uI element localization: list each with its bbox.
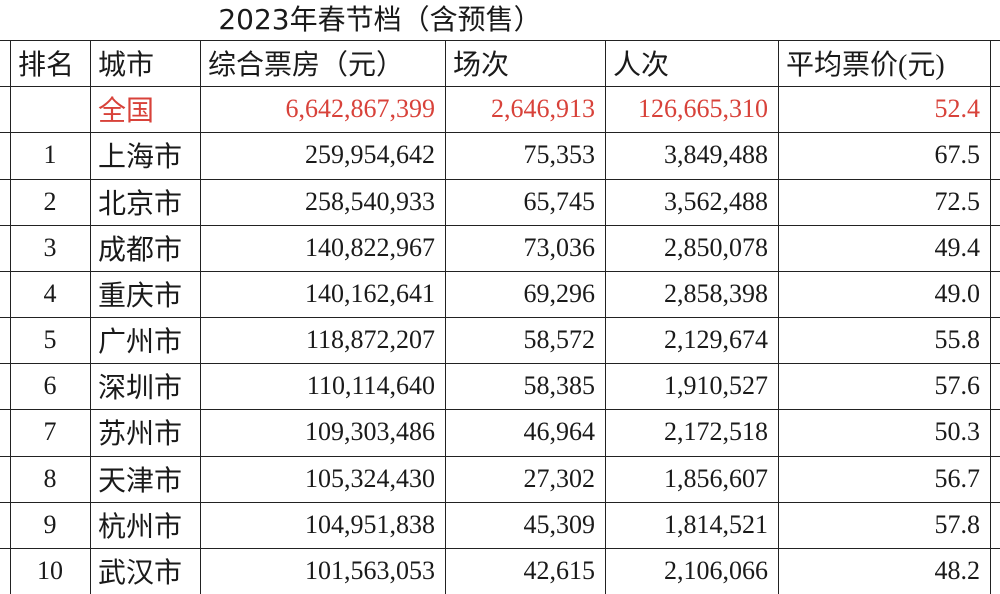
rank-cell: 3 [43, 232, 57, 262]
value-cell: 118,872,207 [305, 325, 435, 355]
value-cell: 75,353 [523, 140, 596, 170]
title: 2023年春节档（含预售） [218, 3, 542, 36]
column-border [445, 40, 446, 594]
city-cell: 北京市 [98, 188, 183, 220]
row-border [0, 455, 1000, 457]
city-cell: 上海市 [98, 142, 183, 174]
value-cell: 55.8 [934, 325, 981, 355]
city-cell: 天津市 [98, 465, 183, 497]
value-cell: 2,850,078 [664, 232, 768, 262]
rank-cell: 4 [43, 278, 57, 308]
value-cell: 2,106,066 [664, 555, 768, 585]
value-cell: 3,849,488 [664, 140, 768, 170]
value-cell: 2,129,674 [664, 325, 768, 355]
value-cell: 46,964 [523, 417, 596, 447]
city-cell: 武汉市 [98, 557, 183, 589]
rank-cell: 5 [43, 325, 57, 355]
national-value: 6,642,867,399 [285, 94, 436, 124]
value-cell: 48.2 [934, 555, 981, 585]
value-cell: 258,540,933 [305, 186, 435, 216]
city-cell: 苏州市 [98, 419, 183, 451]
value-cell: 73,036 [523, 232, 596, 262]
value-cell: 105,324,430 [305, 463, 435, 493]
national-value: 2,646,913 [491, 94, 595, 124]
city-cell: 广州市 [98, 327, 183, 359]
value-cell: 72.5 [934, 186, 981, 216]
column-border [10, 40, 11, 594]
value-cell: 69,296 [523, 278, 596, 308]
value-cell: 1,910,527 [664, 371, 768, 401]
row-border [0, 270, 1000, 272]
row-border [0, 178, 1000, 180]
value-cell: 42,615 [523, 555, 596, 585]
row-border [0, 224, 1000, 226]
value-cell: 58,572 [523, 325, 596, 355]
value-cell: 57.6 [934, 371, 981, 401]
row-border [0, 409, 1000, 411]
rank-cell: 2 [43, 186, 57, 216]
header-cell: 人次 [613, 50, 670, 82]
value-cell: 45,309 [523, 509, 596, 539]
national-value: 52.4 [934, 94, 981, 124]
value-cell: 65,745 [523, 186, 596, 216]
column-border [605, 40, 606, 594]
value-cell: 1,856,607 [664, 463, 768, 493]
rank-cell: 9 [43, 509, 57, 539]
header-cell: 场次 [453, 50, 510, 82]
row-border [0, 40, 1000, 41]
value-cell: 2,858,398 [664, 278, 768, 308]
value-cell: 1,814,521 [664, 509, 768, 539]
value-cell: 49.4 [934, 232, 981, 262]
value-cell: 57.8 [934, 509, 981, 539]
value-cell: 2,172,518 [664, 417, 768, 447]
column-border [990, 40, 991, 594]
national-value: 126,665,310 [638, 94, 768, 124]
city-cell: 成都市 [98, 234, 183, 266]
value-cell: 140,162,641 [305, 278, 435, 308]
value-cell: 101,563,053 [305, 555, 435, 585]
row-border [0, 317, 1000, 318]
header-cell: 平均票价(元) [786, 50, 945, 82]
row-border [0, 501, 1000, 503]
column-border [90, 40, 91, 594]
rank-cell: 8 [43, 463, 57, 493]
value-cell: 49.0 [934, 278, 981, 308]
national-label: 全国 [98, 96, 155, 128]
value-cell: 110,114,640 [306, 371, 435, 401]
row-border [0, 132, 1000, 134]
value-cell: 109,303,486 [305, 417, 435, 447]
rank-cell: 1 [43, 140, 57, 170]
value-cell: 56.7 [934, 463, 981, 493]
row-border [0, 363, 1000, 365]
value-cell: 3,562,488 [664, 186, 768, 216]
row-border [0, 547, 1000, 549]
city-cell: 深圳市 [98, 373, 183, 405]
value-cell: 140,822,967 [305, 232, 435, 262]
value-cell: 27,302 [523, 463, 596, 493]
header-cell: 排名 [18, 50, 75, 82]
header-cell: 城市 [98, 50, 155, 82]
header-cell: 综合票房（元） [208, 50, 405, 82]
rank-cell: 7 [43, 417, 57, 447]
value-cell: 58,385 [523, 371, 596, 401]
row-border [0, 86, 1000, 88]
value-cell: 104,951,838 [305, 509, 435, 539]
value-cell: 50.3 [934, 417, 981, 447]
city-cell: 杭州市 [98, 511, 183, 543]
column-border [200, 40, 201, 594]
city-cell: 重庆市 [98, 280, 183, 312]
value-cell: 67.5 [934, 140, 981, 170]
rank-cell: 10 [37, 555, 63, 585]
value-cell: 259,954,642 [305, 140, 435, 170]
rank-cell: 6 [43, 371, 57, 401]
column-border [778, 40, 779, 594]
